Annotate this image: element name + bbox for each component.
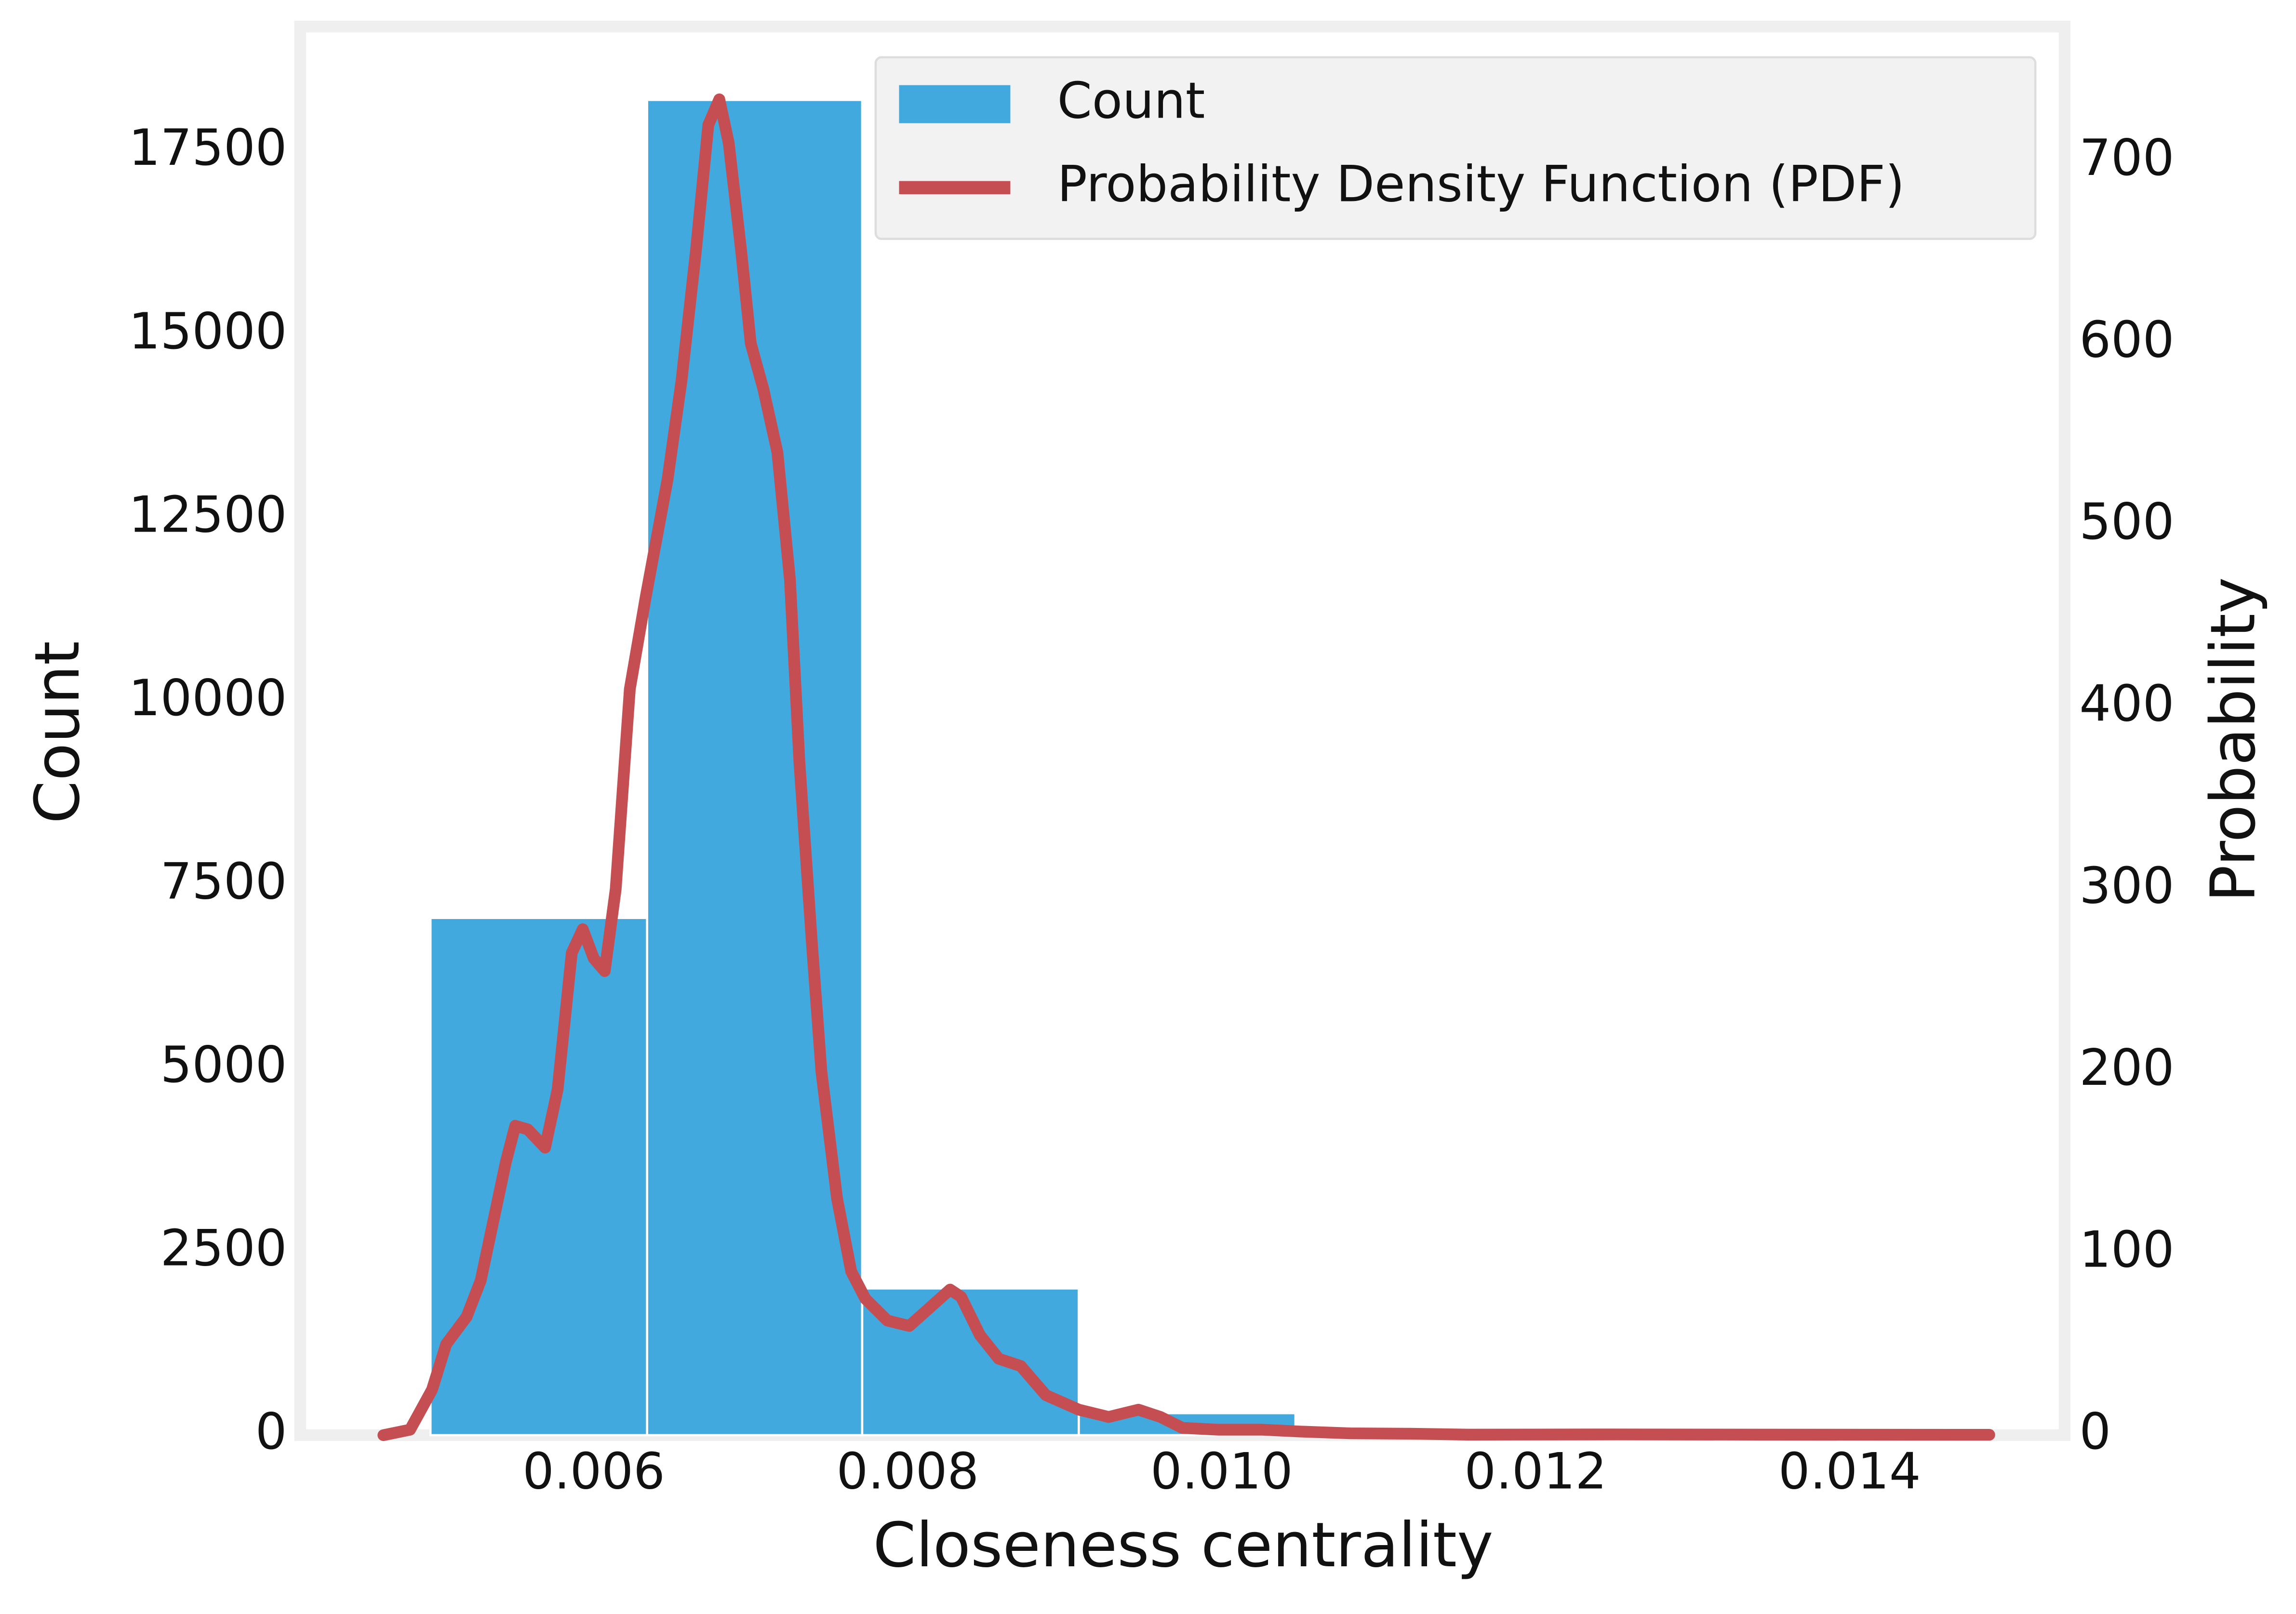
y2-axis-label: Probability [2198, 577, 2269, 902]
legend-label: Probability Density Function (PDF) [1057, 156, 1905, 213]
x-tick-label: 0.014 [1778, 1442, 1921, 1500]
y-tick-label: 5000 [160, 1036, 287, 1094]
y-axis-label: Count [22, 641, 93, 824]
y2-tick-label: 300 [2079, 857, 2174, 915]
x-axis-label: Closeness centrality [873, 1510, 1493, 1581]
histogram-bar [646, 99, 864, 1437]
legend-box [874, 56, 2037, 240]
x-tick-label: 0.010 [1150, 1442, 1293, 1500]
x-tick-label: 0.012 [1464, 1442, 1607, 1500]
y2-tick-label: 0 [2079, 1403, 2111, 1461]
y2-tick-label: 500 [2079, 493, 2174, 551]
legend-label: Count [1057, 72, 1205, 130]
y2-tick-label: 200 [2079, 1039, 2174, 1097]
y-tick-label: 7500 [160, 853, 287, 911]
pdf-line [377, 93, 1995, 1441]
legend-swatch [899, 85, 1011, 123]
histogram-bar [429, 917, 648, 1437]
y-tick-label: 0 [255, 1403, 287, 1461]
y-tick-label: 10000 [129, 669, 287, 727]
y2-tick-label: 100 [2079, 1221, 2174, 1279]
y-tick-label: 17500 [129, 119, 287, 177]
x-tick-label: 0.006 [522, 1442, 665, 1500]
y-tick-label: 15000 [129, 303, 287, 360]
y2-tick-label: 400 [2079, 675, 2174, 733]
x-tick-label: 0.008 [837, 1442, 979, 1500]
y2-tick-label: 600 [2079, 311, 2174, 369]
y-tick-label: 2500 [160, 1220, 287, 1278]
y-tick-label: 12500 [129, 486, 287, 544]
y2-tick-label: 700 [2079, 129, 2174, 187]
